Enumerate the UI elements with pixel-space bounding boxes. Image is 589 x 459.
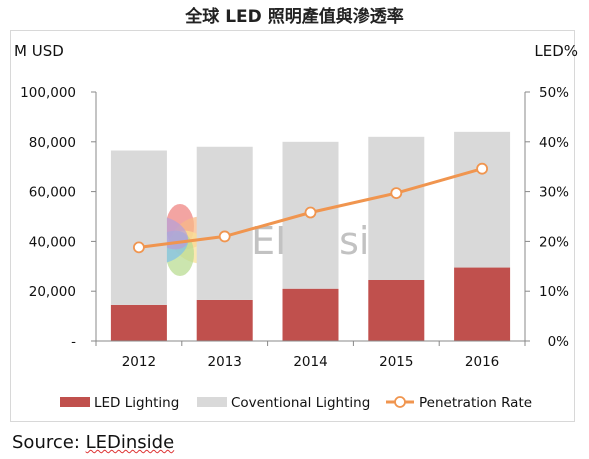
legend-penetration-rate-marker	[394, 396, 406, 408]
bar-led-lighting	[454, 267, 511, 341]
x-tick-label: 2012	[122, 354, 156, 370]
left-tick-label: 60,000	[29, 185, 76, 201]
left-tick-label: 100,000	[20, 85, 76, 101]
x-tick-label: 2013	[208, 354, 242, 370]
left-tick-label: -	[71, 334, 76, 350]
left-axis-unit: M USD	[14, 42, 64, 60]
bar-led-lighting	[196, 299, 253, 341]
penetration-rate-point	[132, 241, 145, 254]
chart-title: 全球 LED 照明產值與滲透率	[185, 7, 404, 27]
penetration-rate-point	[476, 162, 489, 175]
bar-conventional-lighting	[110, 150, 167, 305]
bar-led-lighting	[110, 304, 167, 341]
x-tick-label: 2014	[293, 354, 327, 370]
left-tick-label: 40,000	[29, 234, 76, 250]
left-tick-label: 20,000	[29, 284, 76, 300]
legend-conventional-lighting-label: Coventional Lighting	[231, 395, 370, 411]
penetration-rate-point	[304, 206, 317, 219]
bar-conventional-lighting	[454, 131, 511, 268]
x-tick-label: 2015	[379, 354, 413, 370]
legend-conventional-lighting-swatch	[197, 397, 227, 407]
penetration-rate-point	[390, 187, 403, 199]
source-prefix: Source:	[12, 432, 86, 453]
x-tick-label: 2016	[465, 354, 499, 370]
right-tick-label: 50%	[539, 85, 569, 101]
source-brand: LEDinside	[85, 432, 175, 453]
left-tick-label: 80,000	[29, 135, 76, 151]
bar-led-lighting	[368, 279, 425, 341]
legend-led-lighting-label: LED Lighting	[94, 395, 179, 411]
bar-conventional-lighting	[196, 146, 253, 300]
right-tick-label: 10%	[539, 284, 569, 300]
source-note: Source: LEDinside	[12, 432, 174, 453]
right-tick-label: 30%	[539, 185, 569, 201]
bar-led-lighting	[282, 288, 339, 341]
bar-conventional-lighting	[368, 136, 425, 280]
legend-penetration-rate-label: Penetration Rate	[419, 395, 532, 411]
legend-led-lighting-swatch	[60, 397, 90, 407]
penetration-rate-point	[218, 230, 231, 243]
chart-frame	[10, 30, 575, 422]
right-axis-unit: LED%	[534, 42, 578, 60]
right-tick-label: 40%	[539, 135, 569, 151]
right-tick-label: 0%	[548, 334, 570, 350]
right-tick-label: 20%	[539, 234, 569, 250]
